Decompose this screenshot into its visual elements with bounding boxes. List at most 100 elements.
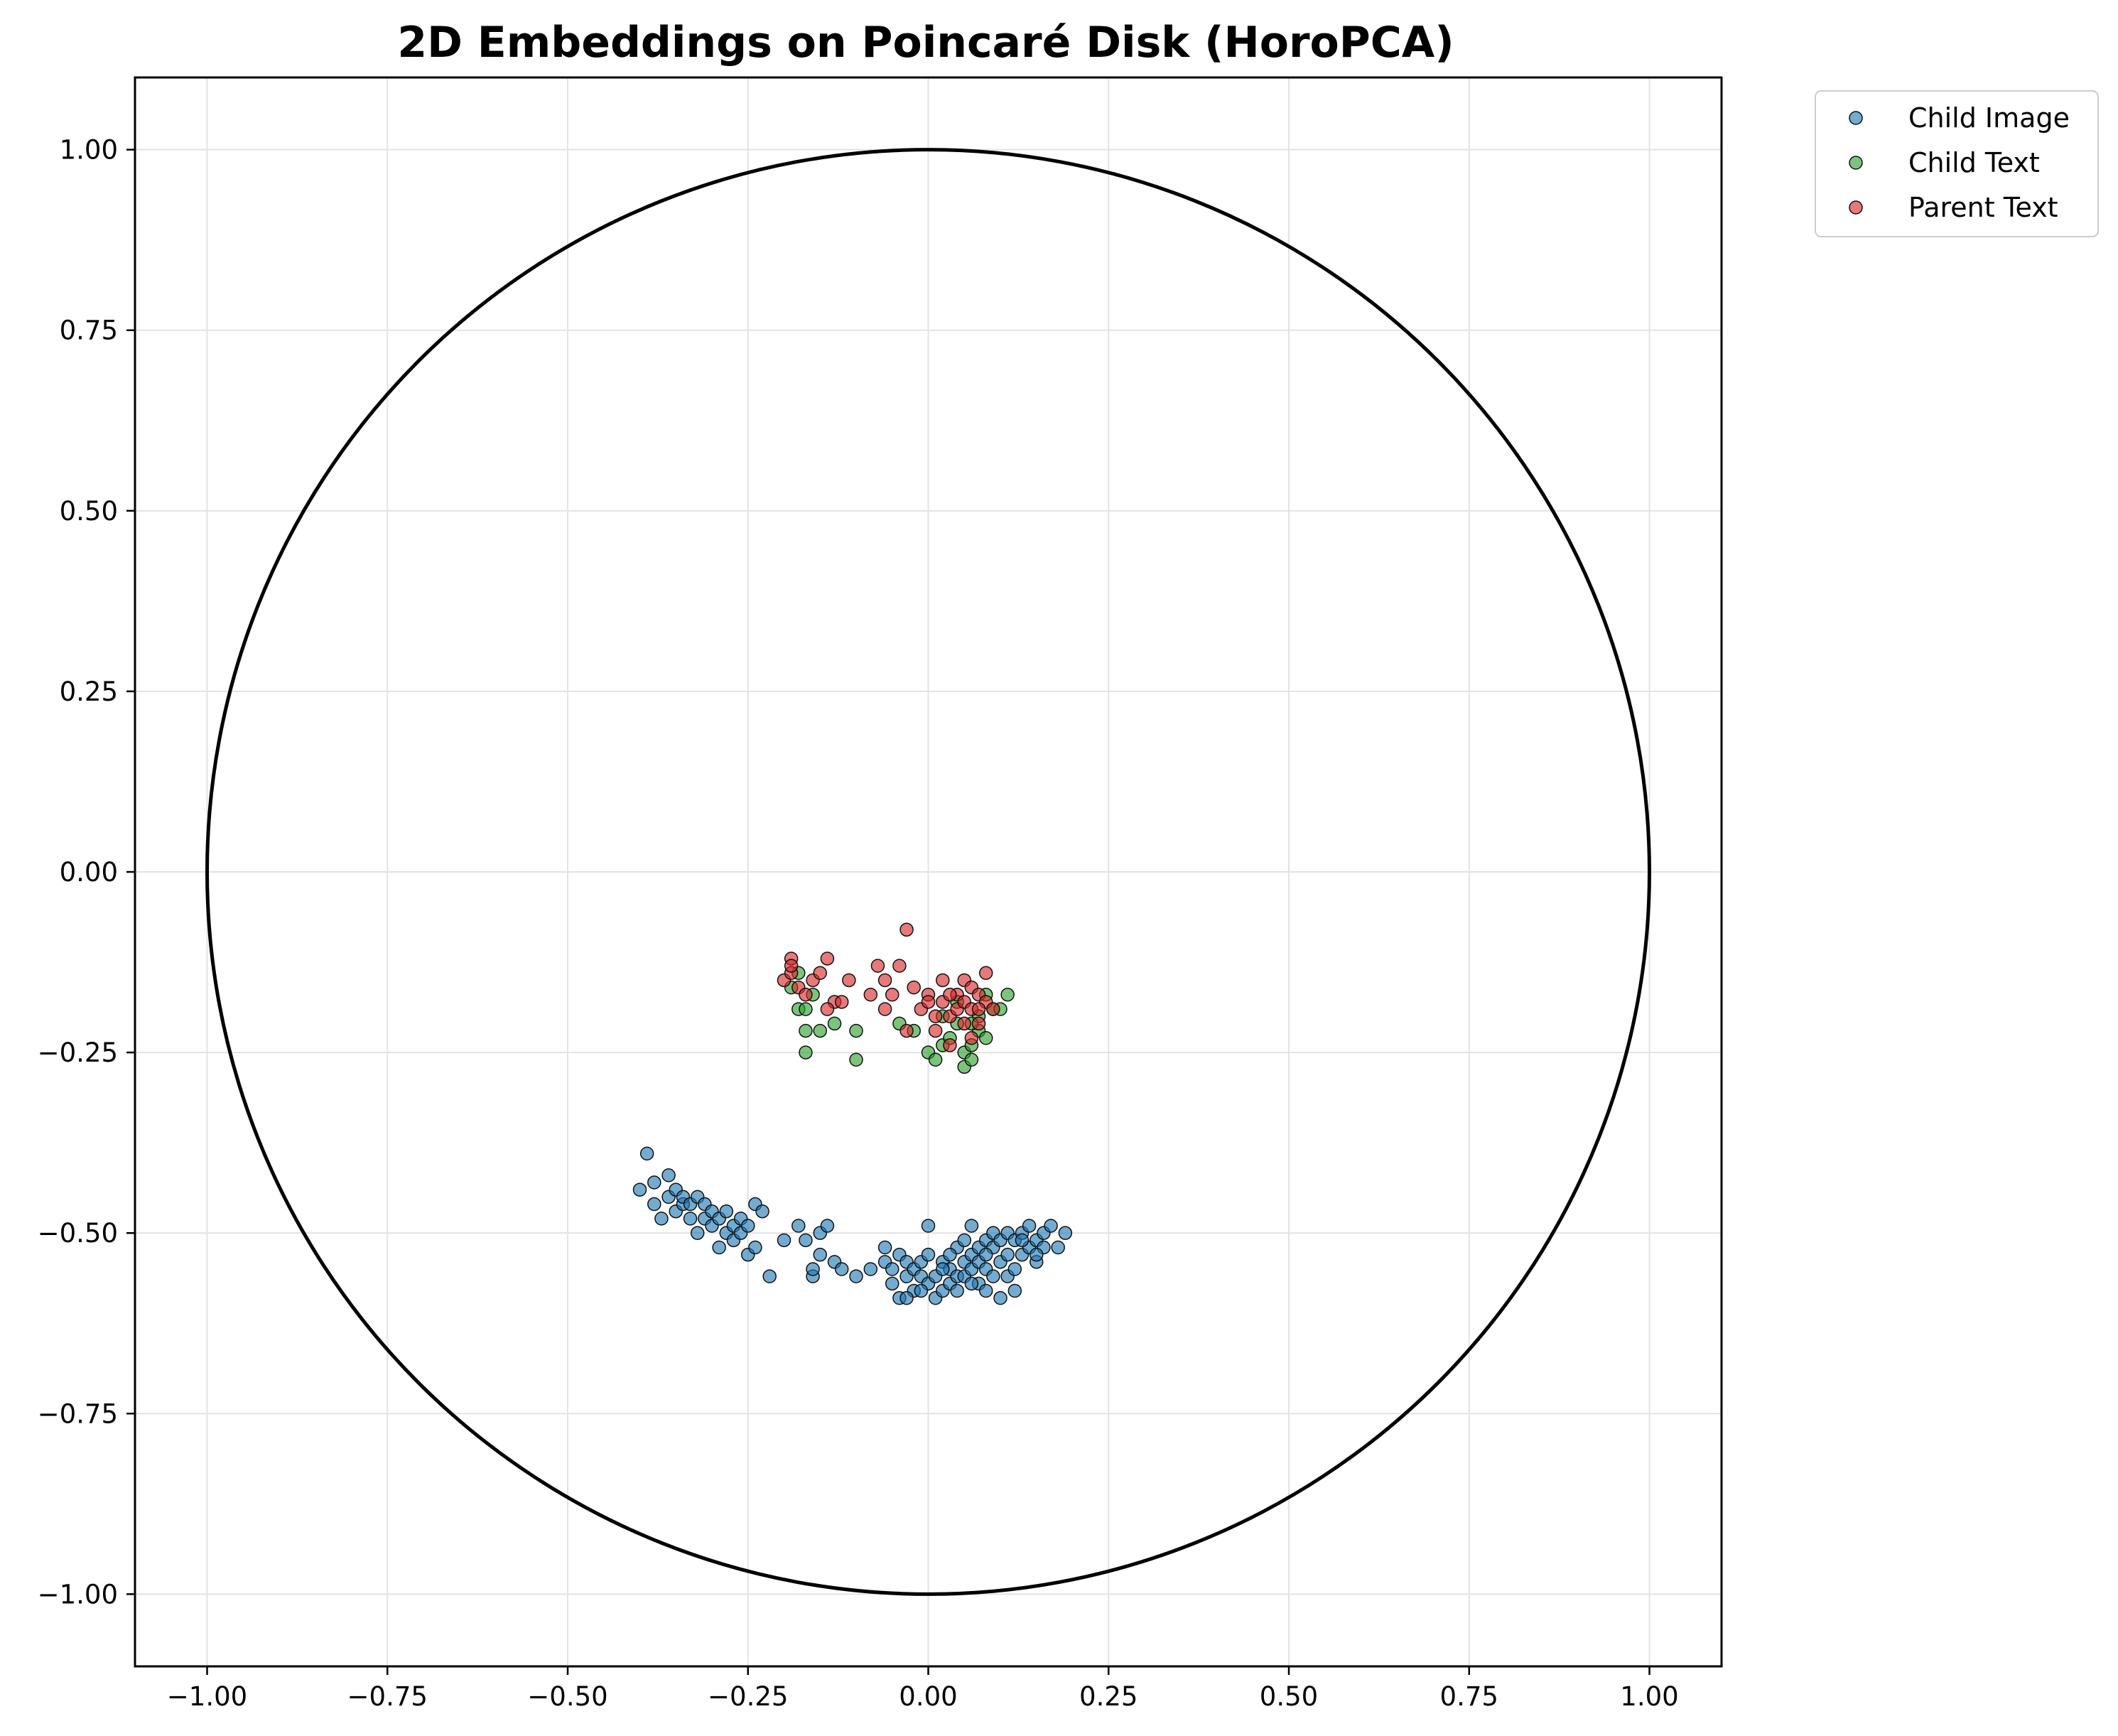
data-point bbox=[1058, 1226, 1073, 1240]
data-point bbox=[683, 1212, 698, 1226]
data-point bbox=[799, 1233, 813, 1248]
y-tick-label: 0.75 bbox=[60, 316, 118, 346]
data-point bbox=[870, 959, 885, 973]
data-point bbox=[943, 1247, 957, 1262]
data-point bbox=[632, 1182, 647, 1197]
data-point bbox=[639, 1146, 654, 1161]
data-point bbox=[813, 1023, 827, 1038]
data-point bbox=[820, 951, 835, 966]
y-tick-label: −0.50 bbox=[38, 1218, 118, 1249]
data-point bbox=[834, 995, 849, 1009]
data-point bbox=[877, 973, 892, 988]
data-point bbox=[964, 1219, 979, 1233]
data-point bbox=[964, 1052, 979, 1067]
data-point bbox=[799, 1023, 813, 1038]
data-point bbox=[799, 988, 813, 1002]
y-tick-label: −1.00 bbox=[38, 1579, 118, 1610]
data-point bbox=[799, 1002, 813, 1016]
data-point bbox=[712, 1240, 726, 1255]
data-point bbox=[719, 1204, 734, 1219]
data-point bbox=[971, 1016, 986, 1031]
data-point bbox=[1000, 1247, 1015, 1262]
x-tick-label: −1.00 bbox=[167, 1681, 247, 1712]
data-point bbox=[978, 1031, 993, 1045]
unit-circle bbox=[205, 148, 1651, 1596]
axis-ticks: −1.00 −0.75 −0.50 −0.25 0.00 0.25 0.50 0.75 1.00… bbox=[38, 135, 1679, 1712]
data-point bbox=[647, 1175, 661, 1190]
disk-boundary bbox=[205, 148, 1651, 1596]
data-point bbox=[885, 988, 899, 1002]
data-point bbox=[1044, 1219, 1058, 1233]
data-point bbox=[986, 1269, 1000, 1283]
data-point bbox=[647, 1197, 661, 1212]
data-point bbox=[863, 988, 878, 1002]
data-point bbox=[755, 1204, 769, 1219]
data-point bbox=[978, 1247, 993, 1262]
legend-marker bbox=[1849, 111, 1863, 125]
data-point bbox=[877, 1002, 892, 1016]
legend-marker bbox=[1849, 200, 1863, 215]
data-point bbox=[877, 1240, 892, 1255]
data-point bbox=[777, 1233, 791, 1248]
data-point bbox=[1007, 1283, 1022, 1298]
data-point bbox=[827, 1016, 842, 1031]
x-tick-label: −0.25 bbox=[708, 1681, 788, 1712]
data-point bbox=[971, 1002, 986, 1016]
data-point bbox=[943, 988, 957, 1002]
data-point bbox=[741, 1219, 755, 1233]
legend-label: Parent Text bbox=[1908, 192, 2058, 223]
x-tick-label: 0.25 bbox=[1079, 1681, 1138, 1712]
data-point bbox=[849, 1269, 863, 1283]
data-point bbox=[863, 1262, 878, 1276]
legend-label: Child Text bbox=[1908, 147, 2040, 178]
data-point bbox=[993, 1290, 1007, 1305]
data-point bbox=[936, 1262, 950, 1276]
data-point bbox=[834, 1262, 849, 1276]
data-point bbox=[762, 1269, 777, 1283]
data-point bbox=[928, 1023, 943, 1038]
data-point bbox=[748, 1240, 762, 1255]
data-point bbox=[921, 1219, 936, 1233]
x-tick-label: 1.00 bbox=[1620, 1681, 1678, 1712]
data-point bbox=[661, 1168, 676, 1182]
data-point bbox=[813, 1247, 827, 1262]
legend-label: Child Image bbox=[1908, 102, 2070, 134]
data-point bbox=[1030, 1247, 1044, 1262]
data-point bbox=[849, 1023, 863, 1038]
data-point bbox=[978, 966, 993, 981]
data-point bbox=[885, 1262, 899, 1276]
x-tick-label: 0.50 bbox=[1260, 1681, 1318, 1712]
data-point bbox=[1000, 988, 1015, 1002]
legend: Child Image Child Text Parent Text bbox=[1815, 90, 2099, 237]
data-point bbox=[921, 995, 936, 1009]
data-point bbox=[936, 973, 950, 988]
data-point bbox=[820, 1002, 835, 1016]
data-point bbox=[986, 1002, 1000, 1016]
legend-marker bbox=[1849, 156, 1863, 170]
data-point bbox=[654, 1212, 669, 1226]
data-point bbox=[950, 1283, 964, 1298]
data-point bbox=[885, 1276, 899, 1291]
data-point bbox=[849, 1052, 863, 1067]
data-point bbox=[799, 1045, 813, 1060]
x-tick-label: −0.75 bbox=[347, 1681, 428, 1712]
data-point bbox=[907, 980, 921, 995]
x-tick-label: 0.00 bbox=[899, 1681, 957, 1712]
data-point bbox=[914, 1283, 929, 1298]
y-tick-label: 0.50 bbox=[60, 496, 118, 527]
data-points bbox=[632, 922, 1073, 1305]
data-point bbox=[928, 1009, 943, 1024]
data-point bbox=[690, 1226, 705, 1240]
data-point bbox=[899, 922, 914, 937]
y-tick-label: −0.75 bbox=[38, 1398, 118, 1429]
data-point bbox=[964, 1031, 979, 1045]
data-point bbox=[784, 959, 799, 973]
data-point bbox=[1015, 1233, 1030, 1248]
data-point bbox=[1007, 1262, 1022, 1276]
data-point bbox=[928, 1052, 943, 1067]
data-point bbox=[1051, 1240, 1065, 1255]
data-point bbox=[1022, 1219, 1037, 1233]
grid-lines bbox=[135, 77, 1722, 1666]
data-point bbox=[957, 1016, 971, 1031]
